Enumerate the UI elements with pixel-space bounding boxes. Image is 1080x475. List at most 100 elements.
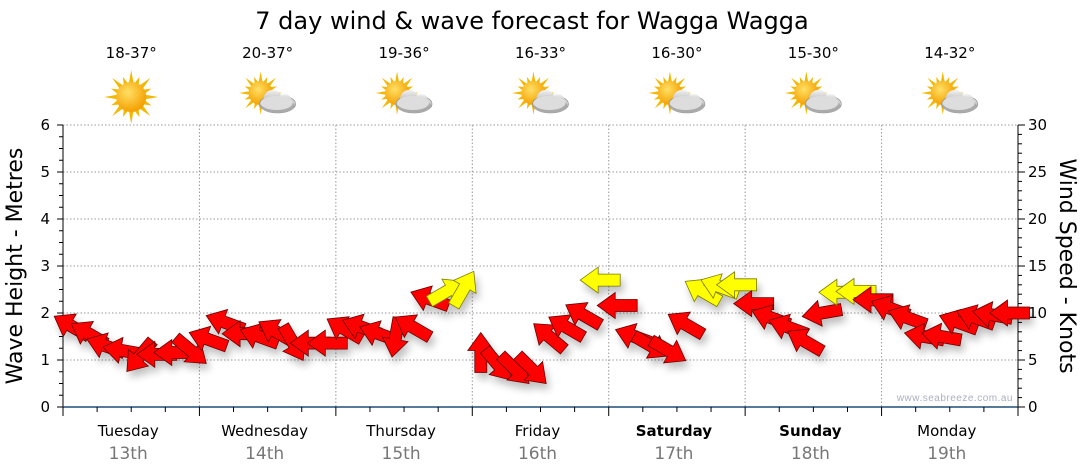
temperature-range: 15-30° (788, 44, 839, 62)
temperature-range: 20-37° (242, 44, 293, 62)
sunny-icon (104, 70, 159, 124)
temperature-range: 18-37° (106, 44, 157, 62)
wind-arrow (579, 266, 621, 294)
wind-arrow (188, 325, 230, 353)
temperature-range: 16-30° (651, 44, 702, 62)
day-label: Saturday (636, 422, 713, 440)
date-label: 19th (927, 444, 966, 464)
wind-arrow (835, 277, 877, 306)
day-column: 16-30° Saturday 17th (636, 44, 713, 464)
wind-arrow (596, 291, 638, 320)
wind-arrow (513, 350, 547, 385)
day-column: 19-36° Thursday 15th (365, 44, 436, 464)
sun-ray (531, 71, 536, 83)
cloud-shape (805, 90, 842, 114)
sun-ray (648, 91, 660, 95)
day-column: 15-30° Sunday 18th (779, 44, 842, 464)
wind-arrow (988, 299, 1030, 327)
grid (63, 124, 1018, 407)
axes: 0 1 2 3 4 5 6 0 5 10 15 20 25 30 (40, 116, 1047, 416)
day-column: 16-33° Friday 16th (511, 44, 569, 464)
sun-ray (128, 110, 134, 124)
wind-arrow (394, 314, 434, 343)
wind-arrow (887, 304, 929, 331)
cloud-shape (941, 90, 979, 114)
left-tick-label: 2 (40, 304, 50, 322)
day-column: 14-32° Monday 19th (917, 44, 979, 464)
wind-arrow (715, 271, 757, 299)
left-tick-label: 6 (40, 116, 50, 134)
sun-ray (258, 71, 263, 83)
temperature-range: 14-32° (924, 44, 975, 62)
sun-ray (921, 91, 933, 95)
wind-arrow (565, 302, 604, 331)
cloud-shape (395, 90, 433, 114)
cloud-shape (259, 90, 296, 114)
date-label: 14th (245, 444, 284, 464)
wind-arrow (448, 270, 477, 310)
wind-arrow (684, 278, 724, 308)
date-label: 15th (382, 444, 421, 464)
right-tick-label: 10 (1028, 304, 1047, 322)
right-tick-label: 15 (1028, 257, 1047, 275)
wind-arrow (786, 328, 826, 357)
cloud-shape (532, 90, 569, 114)
right-tick-label: 0 (1028, 398, 1038, 416)
left-tick-label: 1 (40, 351, 50, 369)
date-label: 18th (791, 444, 830, 464)
wind-arrow (667, 311, 707, 341)
right-tick-label: 25 (1028, 163, 1047, 181)
partly-cloudy-icon (239, 71, 296, 115)
wind-arrow (533, 323, 569, 355)
left-tick-label: 4 (40, 210, 50, 228)
sun-ray (128, 70, 134, 84)
partly-cloudy-icon (511, 71, 569, 115)
temperature-range: 19-36° (379, 44, 430, 62)
watermark: www.seabreeze.com.au (896, 393, 1013, 404)
date-label: 13th (109, 444, 148, 464)
day-label: Monday (917, 422, 976, 440)
day-label: Friday (515, 422, 561, 440)
left-tick-label: 5 (40, 163, 50, 181)
day-label: Wednesday (221, 422, 308, 440)
cloud-shape (668, 90, 706, 114)
sun-ray (375, 91, 387, 95)
chart-title: 7 day wind & wave forecast for Wagga Wag… (255, 7, 808, 35)
partly-cloudy-icon (784, 71, 842, 115)
temperature-range: 16-33° (515, 44, 566, 62)
day-column: 18-37° Tuesday 13th (97, 44, 159, 464)
left-tick-label: 0 (40, 398, 50, 416)
sun-ray (511, 91, 523, 95)
wind-arrow (920, 322, 963, 350)
wind-arrow (306, 329, 348, 357)
wind-arrows (53, 266, 1030, 385)
wind-arrow (852, 286, 894, 314)
sun-ray (667, 71, 672, 83)
sun-disc (116, 82, 147, 112)
left-axis-label: Wave Height - Metres (3, 148, 28, 385)
day-label: Sunday (779, 422, 842, 440)
day-column: 20-37° Wednesday 14th (221, 44, 308, 464)
partly-cloudy-icon (375, 71, 433, 115)
day-label: Thursday (365, 422, 436, 440)
date-label: 17th (654, 444, 693, 464)
right-axis-label: Wind Speed - Knots (1054, 158, 1079, 373)
partly-cloudy-icon (921, 71, 979, 115)
left-tick-label: 3 (40, 257, 50, 275)
wind-arrow (171, 332, 207, 364)
sun-ray (804, 71, 809, 83)
wind-arrow (647, 334, 687, 364)
sun-ray (104, 94, 118, 100)
day-labels: 18-37° Tuesday 13th 20-37° Wednesday 14th 19-3… (97, 44, 979, 464)
date-label: 16th (518, 444, 557, 464)
right-tick-label: 30 (1028, 116, 1047, 134)
partly-cloudy-icon (648, 71, 706, 115)
day-label: Tuesday (97, 422, 159, 440)
right-tick-label: 5 (1028, 351, 1038, 369)
sun-ray (784, 91, 796, 95)
sun-ray (144, 94, 159, 100)
sun-ray (239, 91, 251, 95)
wind-arrow (548, 314, 587, 343)
sun-ray (940, 71, 945, 83)
sun-ray (395, 71, 400, 83)
